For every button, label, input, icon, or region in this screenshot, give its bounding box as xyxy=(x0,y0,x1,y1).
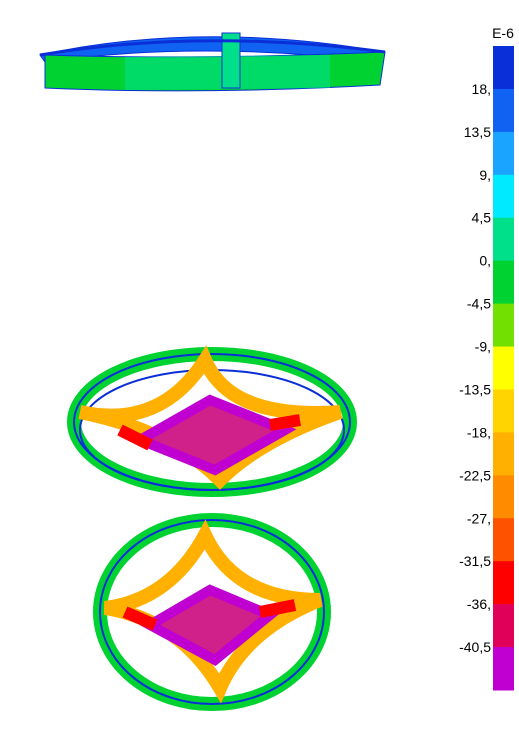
legend-swatch xyxy=(493,604,514,648)
legend-label: 13,5 xyxy=(464,124,491,140)
legend-label: 18, xyxy=(472,81,491,97)
legend-label: -22,5 xyxy=(459,467,491,483)
legend-label: -36, xyxy=(467,596,491,612)
legend-label: -13,5 xyxy=(459,381,491,397)
legend-label: -40,5 xyxy=(459,639,491,655)
legend-label: 0, xyxy=(479,253,491,269)
legend-swatch xyxy=(493,174,514,219)
legend-swatch xyxy=(493,475,514,519)
model-top xyxy=(39,32,386,92)
legend-label: -4,5 xyxy=(467,296,491,312)
legend-swatch xyxy=(493,260,514,305)
legend-swatch xyxy=(493,131,514,176)
legend-swatch xyxy=(493,303,514,348)
legend-label: -18, xyxy=(467,424,491,440)
legend-unit: E-6 xyxy=(492,25,514,41)
legend-label: 4,5 xyxy=(472,210,492,226)
legend-swatch xyxy=(493,432,514,476)
legend-swatch xyxy=(493,561,514,605)
legend-swatch xyxy=(493,518,514,562)
legend-label: -27, xyxy=(467,510,491,526)
legend-swatch xyxy=(493,88,514,133)
legend-label: 9, xyxy=(479,167,491,183)
legend-swatch xyxy=(493,389,514,433)
model-middle xyxy=(67,345,357,497)
model-bottom xyxy=(93,513,331,711)
legend-label: -9, xyxy=(475,339,491,355)
legend-swatch xyxy=(493,346,514,390)
legend: 18, 13,5 9, 4,5 0, -4,5 -9, -13,5 -18, -22,5 -27, -… xyxy=(459,46,514,691)
legend-swatch xyxy=(493,217,514,262)
legend-label: -31,5 xyxy=(459,553,491,569)
legend-swatch xyxy=(493,46,514,90)
legend-swatch xyxy=(493,647,514,691)
